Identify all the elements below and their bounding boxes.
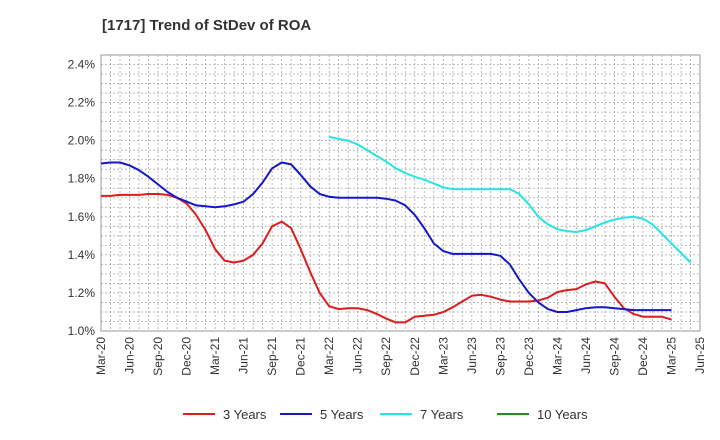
x-tick-label: Jun-21 bbox=[237, 337, 251, 374]
x-tick-label: Jun-23 bbox=[465, 337, 479, 374]
y-tick-label: 1.4% bbox=[68, 248, 96, 262]
y-tick-label: 1.8% bbox=[68, 172, 96, 186]
x-tick-label: Mar-24 bbox=[550, 337, 564, 375]
chart-title: [1717] Trend of StDev of ROA bbox=[102, 17, 311, 34]
x-tick-label: Mar-25 bbox=[664, 337, 678, 375]
x-tick-label: Jun-22 bbox=[351, 337, 365, 374]
legend-label: 3 Years bbox=[223, 407, 267, 422]
x-tick-label: Sep-20 bbox=[151, 337, 165, 376]
x-tick-label: Sep-23 bbox=[493, 337, 507, 376]
y-tick-label: 1.2% bbox=[68, 286, 96, 300]
x-axis-ticks: Mar-20 Jun-20 Sep-20 Dec-20 Mar-21 Jun-21 Sep-… bbox=[94, 337, 707, 376]
vertical-grid bbox=[110, 55, 691, 331]
x-tick-label: Dec-23 bbox=[522, 337, 536, 376]
x-tick-label: Sep-21 bbox=[265, 337, 279, 376]
y-axis-ticks: 1.0% 1.2% 1.4% 1.6% 1.8% 2.0% 2.2% 2.4% bbox=[68, 58, 96, 338]
series-line bbox=[100, 161, 672, 313]
x-tick-label: Sep-22 bbox=[379, 337, 393, 376]
x-tick-label: Mar-20 bbox=[94, 337, 108, 375]
y-tick-label: 1.0% bbox=[68, 324, 96, 338]
series-line bbox=[328, 135, 692, 264]
x-tick-label: Dec-21 bbox=[294, 337, 308, 376]
series-line bbox=[101, 193, 672, 324]
y-tick-label: 2.2% bbox=[68, 96, 96, 110]
series-lines bbox=[100, 135, 692, 324]
x-tick-label: Jun-24 bbox=[579, 337, 593, 374]
legend-label: 10 Years bbox=[537, 407, 588, 422]
legend-label: 7 Years bbox=[420, 407, 464, 422]
legend: 3 Years 5 Years 7 Years 10 Years bbox=[183, 407, 588, 422]
x-tick-label: Dec-22 bbox=[408, 337, 422, 376]
y-tick-label: 1.6% bbox=[68, 210, 96, 224]
plot-area bbox=[100, 54, 701, 332]
x-tick-label: Dec-20 bbox=[180, 337, 194, 376]
x-tick-label: Sep-24 bbox=[607, 337, 621, 376]
x-tick-label: Mar-23 bbox=[436, 337, 450, 375]
x-tick-label: Mar-22 bbox=[322, 337, 336, 375]
x-tick-label: Jun-20 bbox=[123, 337, 137, 374]
x-tick-label: Jun-25 bbox=[693, 337, 707, 374]
y-tick-label: 2.0% bbox=[68, 134, 96, 148]
legend-label: 5 Years bbox=[320, 407, 364, 422]
x-tick-label: Mar-21 bbox=[208, 337, 222, 375]
y-tick-label: 2.4% bbox=[68, 58, 96, 72]
x-tick-label: Dec-24 bbox=[636, 337, 650, 376]
